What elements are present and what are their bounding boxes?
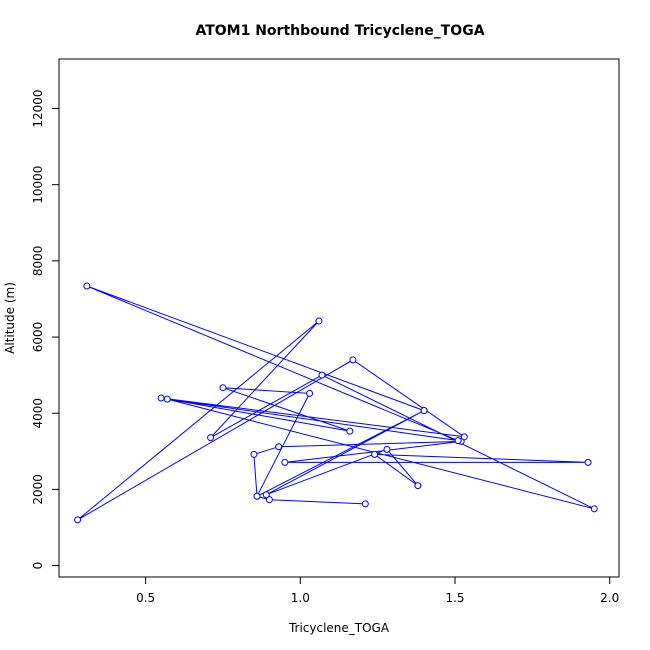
chart-title: ATOM1 Northbound Tricyclene_TOGA bbox=[195, 23, 484, 39]
data-point bbox=[157, 394, 165, 402]
data-point bbox=[454, 437, 462, 445]
data-point bbox=[163, 395, 171, 403]
y-tick-label: 2000 bbox=[31, 474, 45, 505]
series-layer bbox=[74, 282, 598, 524]
data-point bbox=[460, 433, 468, 441]
plot-frame bbox=[58, 58, 620, 578]
x-tick-label: 1.0 bbox=[291, 591, 310, 605]
data-point bbox=[383, 445, 391, 453]
y-tick-label: 10000 bbox=[31, 166, 45, 204]
data-point bbox=[315, 317, 323, 325]
x-tick-label: 2.0 bbox=[600, 591, 619, 605]
data-point bbox=[414, 482, 422, 490]
x-axis-label: Tricyclene_TOGA bbox=[288, 621, 390, 635]
data-point bbox=[265, 496, 273, 504]
y-tick-label: 6000 bbox=[31, 322, 45, 353]
y-axis: 0 2000 4000 6000 8000 10000 12000 bbox=[31, 89, 60, 570]
y-tick-label: 0 bbox=[31, 562, 45, 570]
data-point bbox=[262, 491, 270, 499]
data-point bbox=[306, 389, 314, 397]
data-point bbox=[371, 450, 379, 458]
y-axis-label: Altitude (m) bbox=[3, 282, 17, 354]
data-point bbox=[207, 434, 215, 442]
data-point bbox=[584, 458, 592, 466]
data-point bbox=[219, 384, 227, 392]
x-axis: 0.5 1.0 1.5 2.0 bbox=[136, 576, 619, 605]
data-point bbox=[253, 492, 261, 500]
data-point bbox=[83, 282, 91, 290]
data-point bbox=[275, 443, 283, 451]
data-point bbox=[590, 505, 598, 513]
data-point bbox=[74, 516, 82, 524]
data-point bbox=[420, 407, 428, 415]
data-point bbox=[318, 371, 326, 379]
x-tick-label: 1.5 bbox=[445, 591, 464, 605]
data-point bbox=[281, 458, 289, 466]
data-point bbox=[349, 356, 357, 364]
y-tick-label: 4000 bbox=[31, 398, 45, 429]
x-tick-label: 0.5 bbox=[136, 591, 155, 605]
y-tick-label: 12000 bbox=[31, 89, 45, 127]
y-tick-label: 8000 bbox=[31, 246, 45, 277]
series-line bbox=[77, 285, 595, 521]
data-point bbox=[250, 450, 258, 458]
data-point bbox=[361, 500, 369, 508]
data-point bbox=[346, 427, 354, 435]
